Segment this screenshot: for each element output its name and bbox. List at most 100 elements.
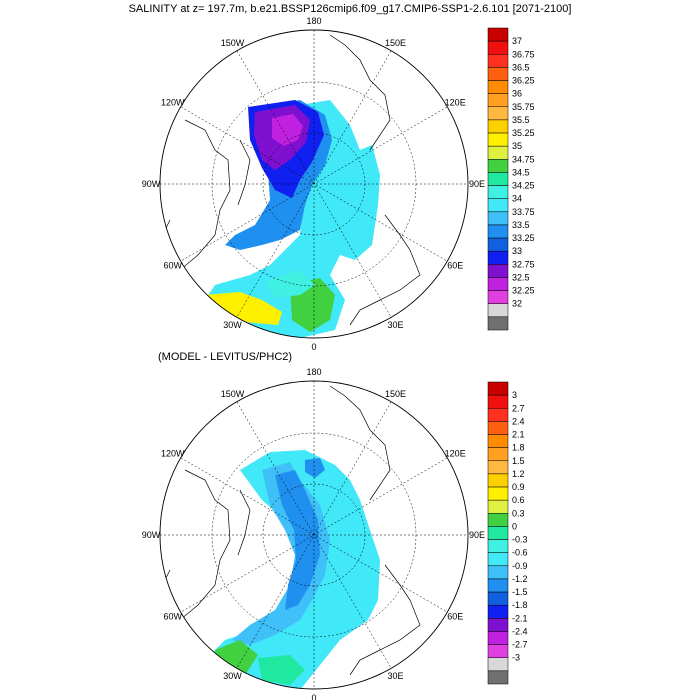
top-colorbar-box bbox=[487, 224, 509, 239]
top-colorbar-box bbox=[487, 250, 509, 265]
top-colorbar-label: 32.75 bbox=[512, 259, 535, 269]
bottom-colorbar-box bbox=[487, 578, 509, 593]
bottom-colorbar-box bbox=[487, 591, 509, 606]
bottom-colorbar-box bbox=[487, 526, 509, 540]
bottom-colorbar-box bbox=[487, 394, 509, 409]
bottom-colorbar-label: -0.9 bbox=[512, 561, 528, 571]
bottom-lon-label: 60E bbox=[447, 612, 463, 622]
bottom-lon-label: 150W bbox=[221, 389, 245, 399]
figure-title: SALINITY at z= 197.7m, b.e21.BSSP126cmip… bbox=[128, 3, 572, 15]
bottom-colorbar-label: 0 bbox=[512, 521, 517, 531]
bottom-colorbar-box bbox=[487, 604, 509, 619]
top-colorbar-box bbox=[487, 237, 509, 252]
top-lon-label: 120W bbox=[161, 98, 185, 108]
top-colorbar-box bbox=[487, 172, 509, 186]
top-map-panel: 180 150E 120E 90E 60E 30E 0 30W 60W 90W 120W 150W bbox=[142, 16, 485, 352]
top-colorbar-label: 34.75 bbox=[512, 154, 535, 164]
bottom-colorbar-box bbox=[487, 434, 509, 448]
bottom-colorbar-box bbox=[487, 408, 509, 422]
bottom-lon-label: 90E bbox=[469, 530, 485, 540]
top-colorbar-box bbox=[487, 185, 509, 199]
bottom-longitude-labels: 180 150E 120E 90E 60E 30E 0 30W 60W 90W 120W 150W bbox=[142, 367, 485, 700]
top-colorbar-label: 33.5 bbox=[512, 220, 530, 230]
bottom-colorbar-label: -0.3 bbox=[512, 535, 528, 545]
bottom-map-boundary bbox=[159, 380, 469, 690]
bottom-lon-label: 30E bbox=[387, 671, 403, 681]
bottom-colorbar-box bbox=[487, 460, 509, 475]
bottom-colorbar-box bbox=[487, 513, 509, 527]
top-colorbar-label: 35.5 bbox=[512, 115, 530, 125]
top-colorbar-box bbox=[487, 40, 509, 55]
bottom-colorbar-label: 1.2 bbox=[512, 469, 525, 479]
top-land-coastline bbox=[160, 34, 421, 326]
bottom-anomaly-cyan-region bbox=[205, 450, 380, 689]
bottom-colorbar-box bbox=[487, 657, 509, 672]
top-colorbar-box bbox=[487, 211, 509, 226]
bottom-colorbar-label: -2.1 bbox=[512, 613, 528, 623]
top-colorbar-label: 33.75 bbox=[512, 207, 535, 217]
top-colorbar-label: 35.25 bbox=[512, 128, 535, 138]
top-colorbar-box bbox=[487, 303, 509, 318]
top-colorbar-box bbox=[487, 132, 509, 147]
bottom-lon-label: 180 bbox=[306, 367, 321, 377]
bottom-graticule bbox=[160, 381, 468, 689]
bottom-colorbar-label: 3 bbox=[512, 390, 517, 400]
bottom-anomaly-blue-band bbox=[275, 470, 320, 610]
bottom-colorbar-box bbox=[487, 552, 509, 567]
bottom-colorbar-label: 0.6 bbox=[512, 495, 525, 505]
bottom-colorbar-label: -0.6 bbox=[512, 548, 528, 558]
top-colorbar-box bbox=[487, 119, 509, 134]
top-lon-label: 150E bbox=[385, 38, 406, 48]
bottom-colorbar-box bbox=[487, 644, 509, 658]
top-colorbar-label: 36 bbox=[512, 89, 522, 99]
bottom-colorbar-label: -1.2 bbox=[512, 574, 528, 584]
bottom-colorbar-box bbox=[487, 473, 509, 488]
top-colorbar-label: 34.25 bbox=[512, 181, 535, 191]
bottom-map-field bbox=[160, 381, 468, 689]
bottom-colorbar-label: 2.7 bbox=[512, 403, 525, 413]
top-colorbar-box bbox=[487, 264, 509, 278]
top-colorbar-label: 32 bbox=[512, 299, 522, 309]
bottom-colorbar-label: -3 bbox=[512, 653, 520, 663]
top-lon-label: 60E bbox=[447, 261, 463, 271]
bottom-colorbar-label: 2.4 bbox=[512, 416, 525, 426]
top-graticule bbox=[160, 30, 468, 338]
top-colorbar-label: 35 bbox=[512, 141, 522, 151]
bottom-lon-label: 60W bbox=[164, 612, 183, 622]
top-colorbar-box bbox=[487, 93, 509, 108]
top-lon-label: 0 bbox=[311, 342, 316, 352]
top-lon-label: 30E bbox=[387, 320, 403, 330]
top-colorbar-box bbox=[487, 67, 509, 81]
bottom-colorbar-label: 0.3 bbox=[512, 508, 525, 518]
top-colorbar-box bbox=[487, 80, 509, 94]
bottom-colorbar-box bbox=[487, 565, 509, 580]
top-colorbar-box bbox=[487, 277, 509, 291]
bottom-colorbar-box bbox=[487, 670, 509, 685]
top-colorbar-label: 33.25 bbox=[512, 233, 535, 243]
bottom-colorbar-box bbox=[487, 486, 509, 501]
bottom-colorbar-box bbox=[487, 381, 509, 396]
top-colorbar-label: 34 bbox=[512, 194, 522, 204]
top-longitude-labels: 180 150E 120E 90E 60E 30E 0 30W 60W 90W 120W 150W bbox=[142, 16, 485, 352]
bottom-lon-label: 30W bbox=[223, 671, 242, 681]
top-colorbar-box bbox=[487, 106, 509, 121]
bottom-colorbar-box bbox=[487, 539, 509, 553]
top-colorbar-label: 37 bbox=[512, 36, 522, 46]
top-lon-label: 120E bbox=[445, 98, 466, 108]
top-colorbar: 37 36.75 36.5 36.25 36 35.75 35.5 35.25 35 34.75 3… bbox=[487, 27, 535, 331]
top-colorbar-box bbox=[487, 27, 509, 42]
top-colorbar-label: 34.5 bbox=[512, 167, 530, 177]
top-lon-label: 150W bbox=[221, 38, 245, 48]
bottom-colorbar-box bbox=[487, 631, 509, 645]
bottom-colorbar-box bbox=[487, 499, 509, 514]
bottom-lon-label: 90W bbox=[142, 530, 161, 540]
top-salinity-cyan-region bbox=[205, 100, 380, 338]
top-colorbar-label: 35.75 bbox=[512, 102, 535, 112]
bottom-colorbar-label: -2.4 bbox=[512, 627, 528, 637]
bottom-lon-label: 120E bbox=[445, 449, 466, 459]
top-colorbar-box bbox=[487, 145, 509, 160]
bottom-colorbar-label: 1.5 bbox=[512, 456, 525, 466]
top-colorbar-label: 36.25 bbox=[512, 76, 535, 86]
bottom-map-panel: 180 150E 120E 90E 60E 30E 0 30W 60W 90W 120W 150W bbox=[142, 367, 485, 700]
